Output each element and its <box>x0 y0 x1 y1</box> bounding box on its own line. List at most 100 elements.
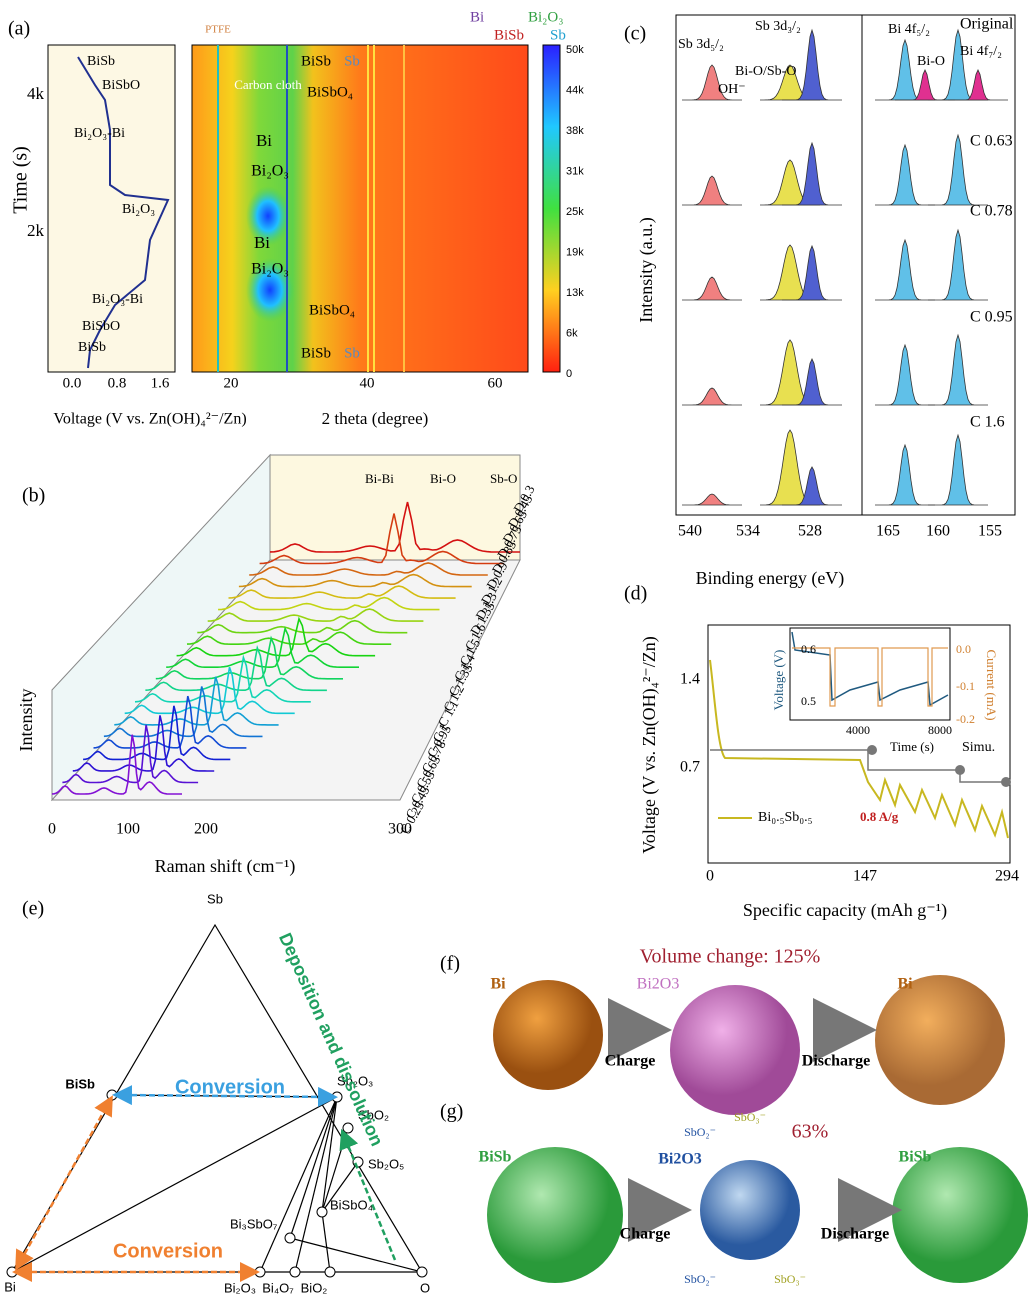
label: 0.0 <box>956 642 971 656</box>
label: -0.1 <box>956 679 975 693</box>
label: 0 <box>48 821 56 838</box>
label: Bi 4f₅/₂ <box>888 22 930 37</box>
label: Bi₂O₃ <box>528 9 563 25</box>
label: BiSb <box>479 1149 512 1166</box>
label: Bi 4f₇/₂ <box>960 44 1002 59</box>
label: Raman shift (cm⁻¹) <box>155 856 296 877</box>
label: 534 <box>736 523 760 540</box>
label: BiSb <box>65 1076 95 1091</box>
label: Carbon cloth <box>234 77 302 92</box>
label: (g) <box>440 1101 463 1123</box>
label: Sb-O <box>490 471 517 486</box>
xps-peak <box>682 494 742 505</box>
label: BiSb <box>899 1149 932 1166</box>
label: 1.6 <box>151 375 170 391</box>
label: BiSb <box>78 340 106 355</box>
label: Voltage (V vs. Zn(OH)₄²⁻/Zn) <box>639 636 660 853</box>
label: Bi <box>254 233 270 252</box>
label: Sb 3d₃/₂ <box>755 19 801 34</box>
label: 60 <box>488 375 503 391</box>
xps-peak <box>875 345 935 405</box>
sphere <box>670 985 800 1115</box>
label: 147 <box>853 868 877 885</box>
label: Voltage (V vs. Zn(OH)₄²⁻/Zn) <box>53 411 246 428</box>
label: Bi₂O₃ <box>224 1280 256 1295</box>
label: Current (mA) <box>984 649 999 720</box>
label: C 0.78 <box>970 203 1013 220</box>
label: 63% <box>792 1121 829 1143</box>
label: Bi₀.₅Sb₀.₅ <box>758 810 813 825</box>
simu-dot <box>867 745 877 755</box>
label: Intensity (a.u.) <box>636 217 657 322</box>
label: Sb <box>344 53 360 69</box>
label: Bi <box>256 131 272 150</box>
xps-peak <box>875 445 935 505</box>
label: BiSb <box>494 27 524 43</box>
sphere <box>487 1147 623 1283</box>
label: Bi₂O₃-Bi <box>92 292 143 307</box>
label: 38k <box>566 125 584 137</box>
simu-dot <box>955 765 965 775</box>
xps-peak <box>682 388 742 405</box>
sphere <box>892 1147 1028 1283</box>
label: Bi-O/Sb-O <box>735 64 796 79</box>
label: 155 <box>978 523 1002 540</box>
sphere <box>700 1160 800 1260</box>
xps-peak <box>875 240 935 300</box>
sphere <box>875 975 1005 1105</box>
figure: (a)Time (s)4k2k0.00.81.6Voltage (V vs. Z… <box>0 0 1029 1296</box>
label: PTFE <box>205 24 231 36</box>
label: (b) <box>22 485 45 507</box>
label: Bi-O <box>430 471 456 486</box>
label: 528 <box>798 523 822 540</box>
label: Bi₂O₃-Bi <box>74 126 125 141</box>
label: (f) <box>440 953 460 975</box>
label: Bi₂O₃ <box>122 202 155 217</box>
label: Bi2O3 <box>637 976 680 993</box>
label: BiSbO <box>82 319 120 334</box>
label: BiSb <box>301 345 331 361</box>
label: C 0.95 <box>970 309 1013 326</box>
label: Bi₂O₃ <box>251 163 289 180</box>
label: (c) <box>624 23 646 45</box>
label: 1.4 <box>680 671 700 688</box>
label: C 0.63 <box>970 133 1013 150</box>
label: SbO₂⁻ <box>684 1272 716 1286</box>
label: Bi-O <box>917 54 945 69</box>
label: 2 theta (degree) <box>322 409 429 428</box>
label: 294 <box>995 868 1019 885</box>
label: Volume change: 125% <box>640 946 821 968</box>
label: 20 <box>224 375 239 391</box>
label: 0.8 A/g <box>860 809 899 824</box>
label: 540 <box>678 523 702 540</box>
label: Bi2O3 <box>658 1151 702 1168</box>
label: Time (s) <box>890 739 934 754</box>
label: Intensity <box>16 689 36 752</box>
label: Conversion <box>113 1240 223 1262</box>
label: Bi₂O₃ <box>251 261 289 278</box>
label: Bi₃SbO₇ <box>230 1216 278 1231</box>
label: 4k <box>27 84 45 103</box>
label: 0.5 <box>801 694 816 708</box>
label: Conversion <box>175 1076 285 1098</box>
label: Bi-Bi <box>365 471 394 486</box>
label: -0.2 <box>956 712 975 726</box>
label: Bi <box>470 9 484 25</box>
label: 0.7 <box>680 759 700 776</box>
label: SbO₃⁻ <box>734 1110 766 1124</box>
label: 4000 <box>846 723 870 737</box>
label: BiSbO₄ <box>330 1197 373 1212</box>
label: 0.0 <box>63 375 82 391</box>
simu-dot <box>1001 777 1011 787</box>
label: 13k <box>566 287 584 299</box>
label: BiO₂ <box>301 1280 328 1295</box>
label: BiSbO <box>102 78 140 93</box>
label: Discharge <box>821 1226 889 1243</box>
label: Specific capacity (mAh g⁻¹) <box>743 900 947 921</box>
label: 0.8 <box>108 375 127 391</box>
label: 0.6 <box>801 642 816 656</box>
label: Bi₄O₇ <box>262 1280 294 1295</box>
label: 8000 <box>928 723 952 737</box>
label: (e) <box>22 898 44 920</box>
label: Bi <box>4 1279 16 1294</box>
